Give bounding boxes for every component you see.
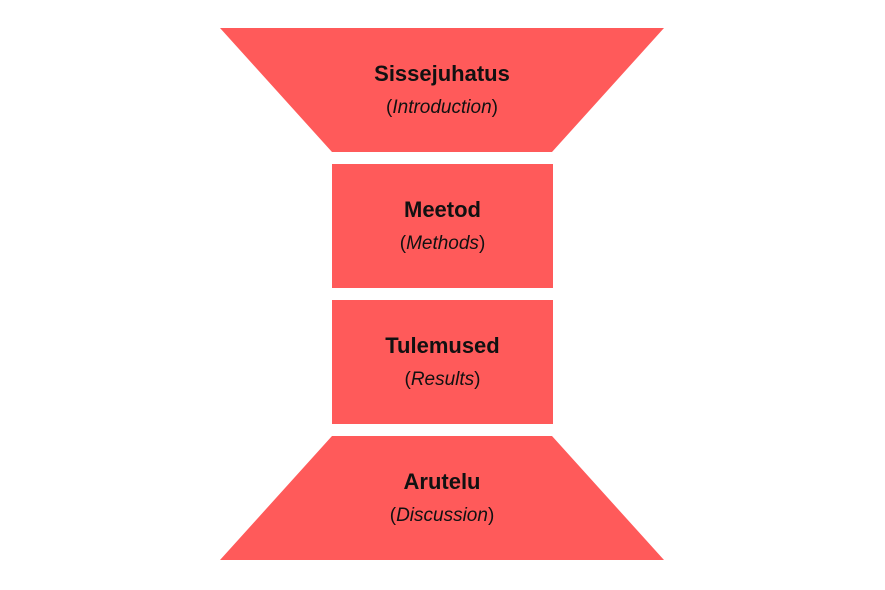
methods-subtitle: (Methods) xyxy=(399,232,486,254)
results-label: Tulemused (Results) xyxy=(385,333,500,392)
results-title: Tulemused xyxy=(385,332,500,358)
section-introduction: Sissejuhatus (Introduction) xyxy=(220,28,664,152)
methods-label: Meetod (Methods) xyxy=(400,197,486,256)
methods-title: Meetod xyxy=(404,196,481,222)
introduction-title: Sissejuhatus xyxy=(374,60,510,86)
introduction-subtitle: (Introduction) xyxy=(386,96,498,118)
section-methods: Meetod (Methods) xyxy=(332,164,553,288)
introduction-trapezoid-shape xyxy=(220,28,664,152)
introduction-label: Sissejuhatus (Introduction) xyxy=(374,61,510,120)
section-results: Tulemused (Results) xyxy=(332,300,553,424)
discussion-subtitle: (Discussion) xyxy=(389,504,495,526)
discussion-title: Arutelu xyxy=(403,468,481,494)
discussion-label: Arutelu (Discussion) xyxy=(390,469,495,528)
discussion-trapezoid-shape xyxy=(220,436,664,560)
section-discussion: Arutelu (Discussion) xyxy=(220,436,664,560)
results-rectangle-shape xyxy=(332,300,553,424)
methods-rectangle-shape xyxy=(332,164,553,288)
results-subtitle: (Results) xyxy=(404,368,481,390)
